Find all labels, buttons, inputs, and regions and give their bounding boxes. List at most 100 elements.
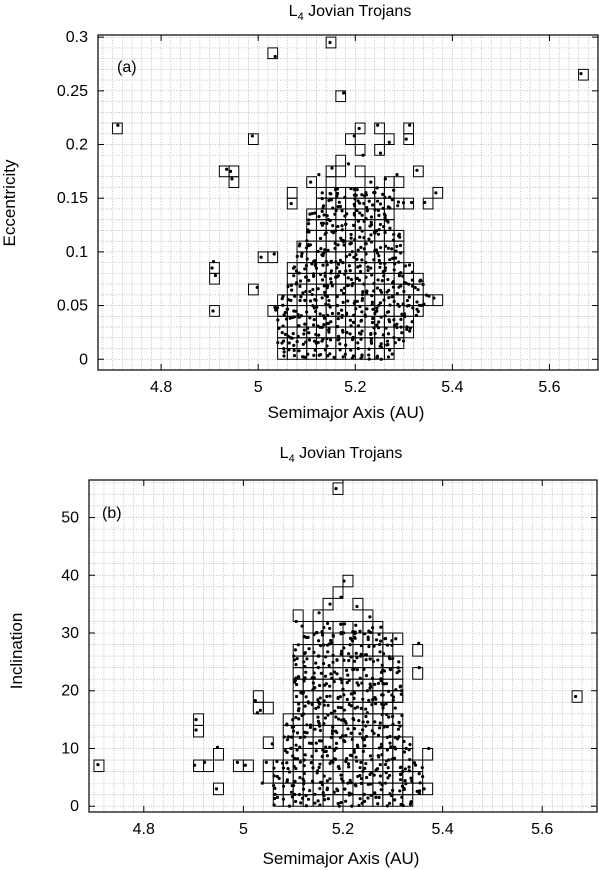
data-point: [356, 346, 360, 351]
data-point: [330, 311, 335, 316]
bin-cell: [403, 262, 415, 274]
data-point: [352, 727, 357, 731]
data-point: [305, 257, 309, 261]
data-point: [281, 797, 286, 801]
data-point: [305, 657, 309, 661]
data-point: [306, 700, 310, 704]
data-point: [359, 245, 363, 249]
data-point: [383, 216, 387, 220]
y-tick-label: 50: [61, 510, 79, 527]
data-point: [325, 779, 329, 783]
data-point: [301, 787, 306, 791]
data-point: [375, 229, 379, 233]
data-point: [329, 672, 333, 676]
bin-cell: [413, 165, 424, 178]
data-point: [289, 746, 293, 750]
data-point: [399, 251, 403, 255]
data-point: [351, 717, 355, 721]
data-point: [264, 760, 268, 764]
data-point: [385, 712, 389, 717]
data-point: [383, 266, 388, 270]
data-point: [345, 697, 349, 702]
data-point: [352, 187, 357, 192]
panel-a-grid: [98, 35, 599, 371]
data-point: [322, 643, 326, 647]
data-point: [304, 275, 308, 279]
data-point: [364, 275, 368, 279]
data-point: [434, 191, 438, 195]
panel-a-xlabel: Semimajor Axis (AU): [268, 403, 425, 422]
data-point: [356, 774, 360, 779]
data-point: [381, 206, 385, 211]
data-point: [346, 162, 351, 166]
data-point: [302, 764, 306, 768]
bin-cell: [262, 771, 274, 784]
data-point: [348, 318, 353, 322]
data-point: [407, 303, 411, 308]
data-point: [372, 731, 376, 735]
data-point: [355, 299, 359, 303]
data-point: [331, 231, 335, 235]
data-point: [394, 637, 398, 641]
bin-cell: [432, 294, 444, 307]
data-point: [348, 269, 352, 273]
data-point: [294, 676, 298, 680]
bin-cell: [571, 690, 583, 703]
data-point: [399, 317, 403, 321]
data-point: [291, 718, 295, 722]
data-point: [373, 791, 377, 795]
data-point: [312, 632, 316, 637]
data-point: [338, 204, 343, 209]
data-point: [396, 302, 400, 307]
data-point: [378, 344, 382, 348]
data-point: [401, 302, 405, 306]
panel-a-ylabel: Eccentricity: [0, 159, 19, 246]
data-point: [303, 665, 307, 669]
data-point: [297, 349, 301, 353]
data-point: [323, 274, 327, 278]
panel-a-points: [116, 40, 583, 361]
data-point: [345, 668, 349, 672]
data-point: [322, 798, 327, 802]
bin-cell: [112, 122, 123, 135]
data-point: [367, 629, 371, 633]
data-point: [324, 745, 328, 749]
data-point: [359, 776, 364, 781]
data-point: [372, 326, 376, 330]
data-point: [326, 650, 330, 654]
data-point: [311, 272, 316, 276]
data-point: [346, 727, 350, 731]
data-point: [359, 337, 363, 341]
data-point: [341, 328, 345, 333]
data-point: [401, 201, 406, 205]
data-point: [335, 187, 340, 191]
data-point: [366, 720, 370, 724]
data-point: [338, 270, 342, 274]
data-point: [354, 755, 358, 759]
x-tick-label: 5.2: [332, 821, 354, 838]
data-point: [331, 660, 335, 664]
bin-cell: [292, 609, 304, 622]
data-point: [393, 262, 397, 266]
data-point: [381, 693, 385, 697]
data-point: [395, 244, 399, 249]
data-point: [398, 789, 402, 793]
data-point: [376, 681, 381, 685]
data-point: [320, 278, 325, 282]
data-point: [304, 695, 308, 699]
data-point: [355, 188, 359, 192]
data-point: [322, 213, 326, 217]
data-point: [408, 326, 412, 330]
data-point: [322, 323, 326, 327]
data-point: [386, 766, 390, 770]
x-tick-label: 4.8: [133, 821, 155, 838]
data-point: [328, 338, 333, 342]
bin-cell: [247, 133, 259, 146]
data-point: [322, 625, 326, 630]
data-point: [351, 630, 355, 634]
data-point: [360, 213, 364, 217]
data-point: [361, 697, 365, 701]
data-point: [352, 255, 356, 259]
data-point: [345, 330, 349, 335]
x-tick-label: 5.4: [441, 379, 463, 396]
